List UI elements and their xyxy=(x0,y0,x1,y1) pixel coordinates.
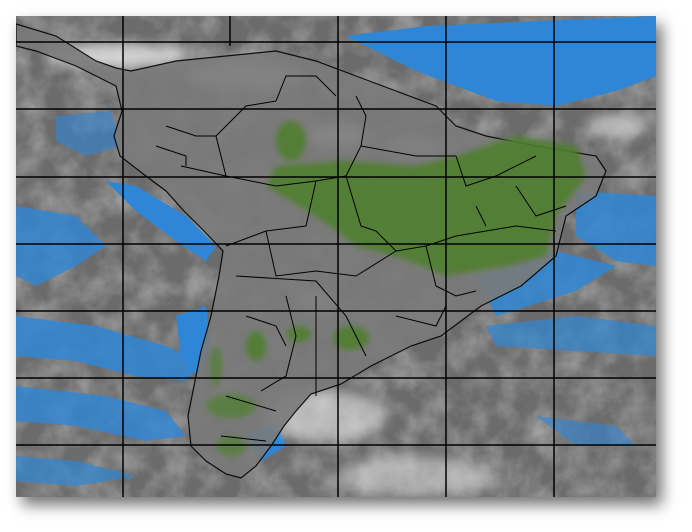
south-america-landmass xyxy=(16,23,607,479)
satellite-image xyxy=(16,16,656,497)
clear-ocean-areas xyxy=(16,16,656,486)
graticule xyxy=(16,16,656,497)
satellite-map xyxy=(16,16,656,497)
